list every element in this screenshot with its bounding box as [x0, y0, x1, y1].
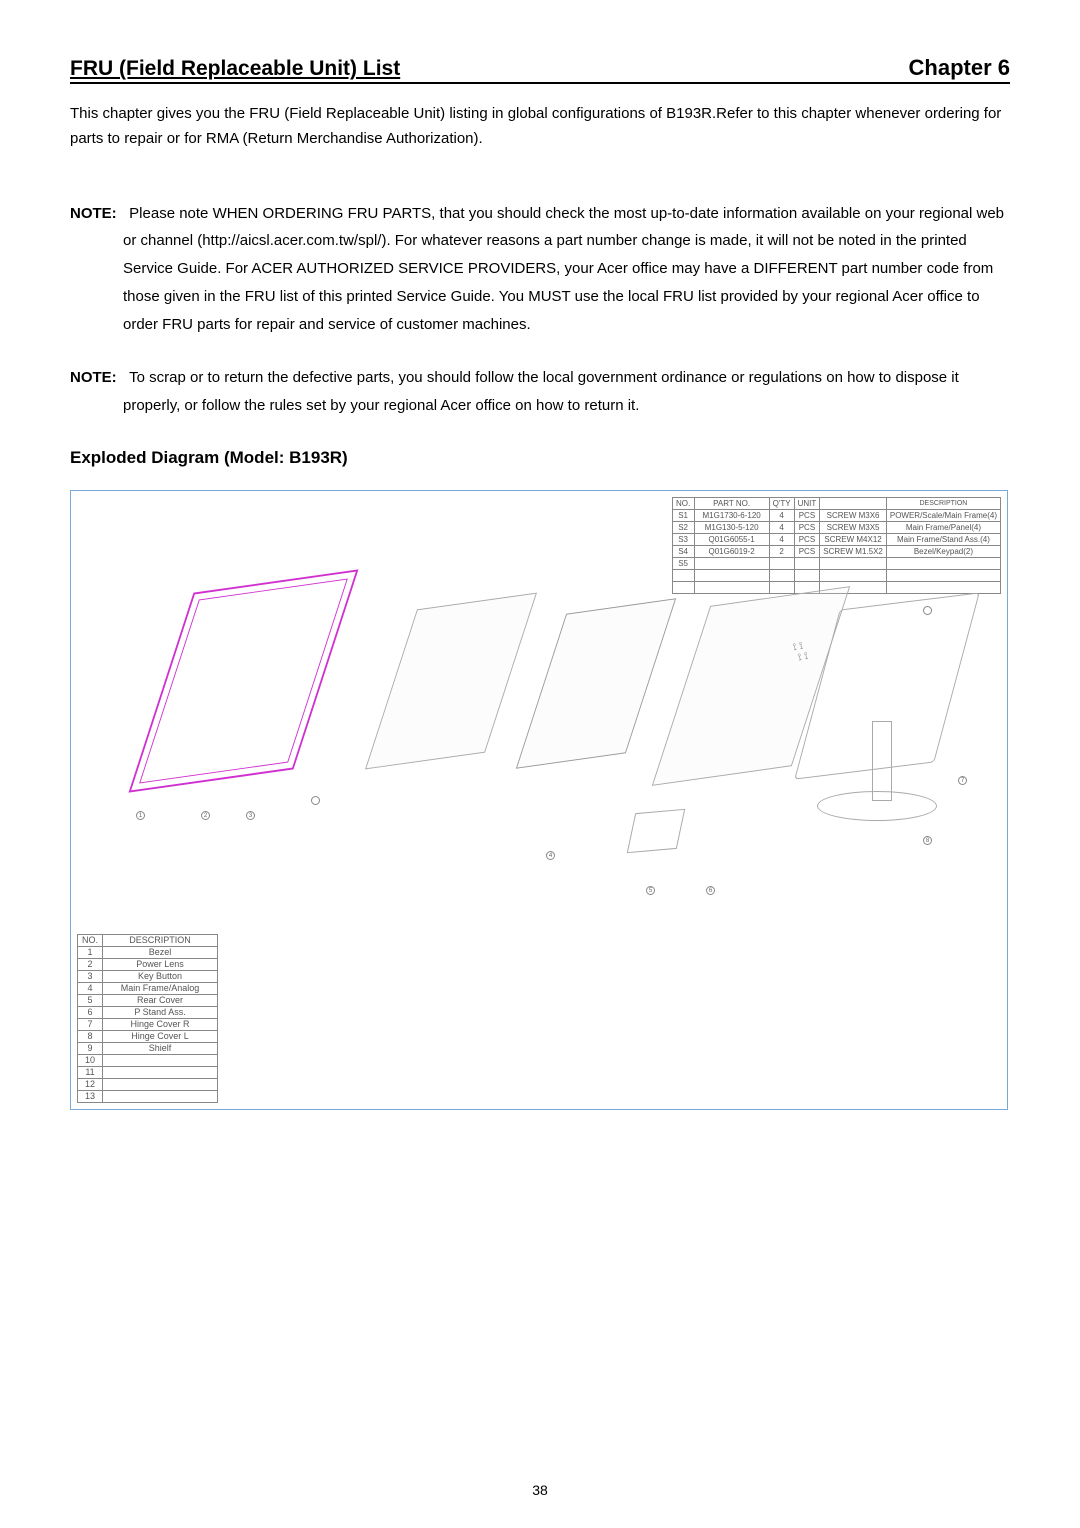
col-unit: UNIT: [794, 497, 820, 509]
table-row: 7Hinge Cover R: [78, 1018, 218, 1030]
col-no: NO.: [78, 934, 103, 946]
col-desc: DESCRIPTION: [886, 497, 1000, 509]
callout-1: 1: [136, 811, 145, 820]
table-row: 6P Stand Ass.: [78, 1006, 218, 1018]
shield-part: [516, 598, 676, 768]
table-row: 12: [78, 1078, 218, 1090]
exploded-sketch: ⟟ ⟟ ⟟ ⟟ 1 2 3 4 5 6 8 7: [91, 551, 987, 929]
note-1: NOTE: Please note WHEN ORDERING FRU PART…: [70, 200, 1010, 339]
table-row: S3Q01G6055-14PCSSCREW M4X12Main Frame/St…: [672, 533, 1000, 545]
callout-7: 7: [958, 776, 967, 785]
note-1-text: Please note WHEN ORDERING FRU PARTS, tha…: [123, 205, 1004, 333]
page-header: FRU (Field Replaceable Unit) List Chapte…: [70, 55, 1010, 84]
callout-s1: [923, 606, 932, 615]
note-2: NOTE: To scrap or to return the defectiv…: [70, 364, 1010, 420]
callout-6: 6: [706, 886, 715, 895]
intro-paragraph: This chapter gives you the FRU (Field Re…: [70, 102, 1010, 152]
hinge-cover-part: [627, 809, 686, 853]
col-desc: DESCRIPTION: [103, 934, 218, 946]
col-qty: Q'TY: [769, 497, 794, 509]
description-table: NO. DESCRIPTION 1Bezel 2Power Lens 3Key …: [77, 934, 218, 1103]
col-part: PART NO.: [694, 497, 769, 509]
callout-s4: [311, 796, 320, 805]
table-row: 8Hinge Cover L: [78, 1030, 218, 1042]
table-row: 10: [78, 1054, 218, 1066]
chapter-label: Chapter 6: [909, 55, 1010, 81]
exploded-diagram-heading: Exploded Diagram (Model: B193R): [70, 448, 1010, 468]
table-row: 1Bezel: [78, 946, 218, 958]
callout-4: 4: [546, 851, 555, 860]
table-row: S1M1G1730-6-1204PCSSCREW M3X6POWER/Scale…: [672, 509, 1000, 521]
table-row: 9Shielf: [78, 1042, 218, 1054]
note-label: NOTE:: [70, 364, 123, 392]
table-row: S2M1G130-5-1204PCSSCREW M3X5Main Frame/P…: [672, 521, 1000, 533]
table-row: NO. DESCRIPTION: [78, 934, 218, 946]
stand-pole-part: [872, 721, 892, 801]
note-label: NOTE:: [70, 200, 123, 228]
table-row: 11: [78, 1066, 218, 1078]
callout-3: 3: [246, 811, 255, 820]
table-row: 5Rear Cover: [78, 994, 218, 1006]
exploded-diagram: NO. PART NO. Q'TY UNIT DESCRIPTION S1M1G…: [70, 490, 1008, 1110]
table-row: 4Main Frame/Analog: [78, 982, 218, 994]
table-row: NO. PART NO. Q'TY UNIT DESCRIPTION: [672, 497, 1000, 509]
stand-base-part: [817, 791, 937, 821]
header-title: FRU (Field Replaceable Unit) List: [70, 57, 400, 81]
table-row: 13: [78, 1090, 218, 1102]
callout-2: 2: [201, 811, 210, 820]
col-no: NO.: [672, 497, 694, 509]
note-2-text: To scrap or to return the defective part…: [123, 369, 959, 414]
table-row: 2Power Lens: [78, 958, 218, 970]
callout-8: 8: [923, 836, 932, 845]
table-row: 3Key Button: [78, 970, 218, 982]
main-frame-part: [365, 592, 537, 769]
col-spec: [820, 497, 887, 509]
callout-5: 5: [646, 886, 655, 895]
page-number: 38: [0, 1482, 1080, 1498]
